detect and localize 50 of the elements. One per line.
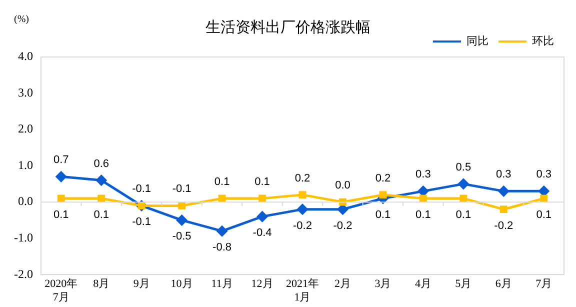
x-tick-label: 4月 [414, 278, 432, 290]
data-label: -0.5 [172, 230, 192, 243]
x-tick-label: 11月 [211, 278, 233, 290]
y-tick-label: 3.0 [18, 85, 33, 100]
legend-label: 环比 [532, 34, 554, 48]
data-label: 0.7 [53, 154, 69, 166]
data-label: 0.1 [94, 208, 109, 221]
x-tick-label: 2020年 7月 [44, 278, 78, 304]
legend-label: 同比 [466, 34, 488, 48]
x-tick-label: 2021年 1月 [286, 278, 319, 304]
x-tick-label: 3月 [374, 278, 392, 290]
data-label: 0.2 [294, 172, 310, 184]
data-label: 0.6 [94, 158, 109, 170]
data-label: 0.0 [335, 180, 350, 192]
y-tick-label: 0.0 [18, 194, 33, 208]
data-label: 0.1 [375, 208, 391, 221]
x-tick-label: 9月 [133, 278, 150, 290]
y-axis-title: (%) [14, 14, 29, 25]
data-label: 0.1 [254, 176, 270, 188]
y-tick-label: 2.0 [18, 122, 33, 136]
x-tick-label: 5月 [455, 278, 472, 290]
data-label: 0.1 [53, 208, 69, 221]
x-tick-label: 12月 [251, 278, 274, 290]
data-label: 0.3 [496, 168, 512, 181]
y-tick-label: -2.0 [14, 266, 33, 281]
data-label: -0.1 [172, 183, 192, 196]
data-label: -0.4 [252, 227, 272, 240]
x-tick-label: 2月 [334, 278, 351, 290]
data-label: 0.5 [456, 161, 472, 174]
data-label: 0.1 [456, 208, 472, 221]
data-label: -0.2 [333, 220, 352, 232]
x-tick-label: 7月 [536, 278, 552, 290]
data-label: -0.1 [132, 216, 152, 228]
chart-title: 生活资料出厂价格涨跌幅 [206, 18, 370, 36]
x-tick-label: 6月 [495, 278, 512, 290]
data-label: 0.2 [375, 172, 391, 184]
data-label: -0.8 [212, 242, 232, 254]
data-label: 0.1 [536, 208, 552, 221]
y-tick-label: 4.0 [18, 49, 33, 64]
data-label: -0.2 [494, 220, 514, 232]
y-tick-label: -1.0 [14, 230, 33, 244]
data-label: -0.2 [293, 220, 312, 232]
data-label: 0.3 [416, 168, 431, 181]
x-tick-label: 8月 [93, 278, 110, 290]
x-tick-label: 10月 [170, 278, 193, 290]
data-label: 0.1 [214, 176, 230, 188]
data-label: -0.1 [132, 183, 152, 196]
data-label: 0.3 [536, 168, 552, 181]
data-label: 0.1 [416, 208, 431, 221]
y-tick-label: 1.0 [18, 158, 33, 172]
